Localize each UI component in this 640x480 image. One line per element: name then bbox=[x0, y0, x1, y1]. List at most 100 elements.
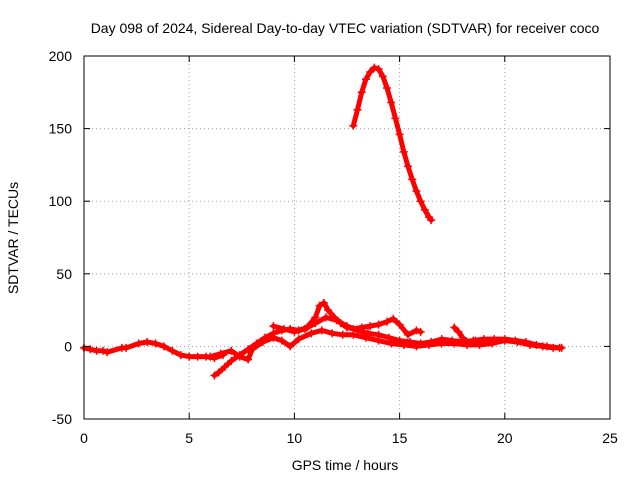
data-point bbox=[382, 83, 391, 92]
data-point bbox=[427, 338, 436, 347]
data-point bbox=[143, 338, 152, 347]
data-point bbox=[462, 338, 471, 347]
data-point bbox=[321, 313, 330, 322]
data-point bbox=[353, 326, 362, 335]
data-point bbox=[300, 324, 309, 333]
data-points bbox=[80, 63, 566, 380]
data-point bbox=[374, 330, 383, 339]
x-tick-label: 0 bbox=[80, 430, 88, 446]
data-point bbox=[521, 338, 530, 347]
data-point bbox=[416, 197, 425, 206]
data-point bbox=[427, 216, 436, 225]
data-point bbox=[370, 63, 379, 72]
data-point bbox=[277, 336, 286, 345]
data-point bbox=[387, 98, 396, 107]
data-point bbox=[220, 362, 229, 371]
data-point bbox=[416, 339, 425, 348]
data-point bbox=[349, 121, 358, 130]
data-point bbox=[151, 339, 160, 348]
data-point bbox=[290, 327, 299, 336]
data-point bbox=[408, 175, 417, 184]
data-point bbox=[248, 345, 257, 354]
data-point bbox=[357, 88, 366, 97]
data-point bbox=[511, 336, 520, 345]
data-point bbox=[366, 67, 375, 76]
y-axis-label: SDTVAR / TECUs bbox=[5, 182, 21, 294]
y-tick-label: 200 bbox=[49, 48, 73, 64]
x-tick-label: 5 bbox=[185, 430, 193, 446]
data-point bbox=[168, 346, 177, 355]
series-line bbox=[350, 65, 434, 223]
data-point bbox=[555, 343, 564, 352]
data-point bbox=[338, 330, 347, 339]
data-point bbox=[328, 329, 337, 338]
data-point bbox=[279, 324, 288, 333]
series-sat-arc-low-e bbox=[450, 323, 486, 348]
data-point bbox=[467, 339, 476, 348]
data-point bbox=[216, 349, 225, 358]
data-point bbox=[532, 340, 541, 349]
series-line bbox=[81, 339, 226, 361]
data-point bbox=[399, 147, 408, 156]
data-point bbox=[374, 65, 383, 74]
data-point bbox=[366, 322, 375, 331]
data-point bbox=[343, 322, 351, 331]
axis-ticks: 0 5 10 15 20 25 -50 0 50 100 150 200 bbox=[49, 48, 618, 446]
chart-title: Day 098 of 2024, Sidereal Day-to-day VTE… bbox=[91, 20, 600, 36]
series-sat-arc-high bbox=[349, 63, 436, 225]
data-point bbox=[159, 342, 168, 351]
data-point bbox=[416, 327, 425, 336]
y-tick-label: -50 bbox=[52, 411, 72, 427]
data-point bbox=[210, 371, 219, 380]
data-point bbox=[500, 335, 509, 344]
data-point bbox=[176, 351, 185, 360]
data-point bbox=[227, 356, 236, 365]
data-point bbox=[404, 330, 413, 339]
series-sat-arc-low-c bbox=[206, 326, 566, 364]
series-line bbox=[270, 314, 562, 351]
data-point bbox=[391, 114, 400, 123]
y-tick-label: 100 bbox=[49, 193, 73, 209]
x-tick-label: 10 bbox=[287, 430, 303, 446]
data-point bbox=[395, 130, 404, 139]
data-point bbox=[353, 105, 362, 114]
data-point bbox=[378, 72, 387, 81]
data-point bbox=[385, 333, 394, 342]
data-point bbox=[361, 75, 370, 84]
data-point bbox=[269, 322, 278, 331]
series-sat-arc-low-a bbox=[80, 338, 227, 363]
data-point bbox=[477, 338, 486, 347]
x-tick-label: 25 bbox=[602, 430, 618, 446]
data-point bbox=[317, 326, 326, 335]
data-point bbox=[471, 336, 480, 345]
data-point bbox=[395, 320, 404, 329]
data-point bbox=[98, 346, 107, 355]
x-tick-label: 20 bbox=[497, 430, 513, 446]
data-point bbox=[227, 346, 236, 355]
data-point bbox=[286, 342, 295, 351]
y-tick-label: 150 bbox=[49, 121, 73, 137]
data-point bbox=[244, 355, 253, 364]
data-point bbox=[103, 348, 112, 357]
data-point bbox=[450, 323, 459, 332]
data-point bbox=[374, 320, 383, 329]
data-point bbox=[185, 352, 194, 361]
x-tick-label: 15 bbox=[392, 430, 408, 446]
data-point bbox=[389, 314, 398, 323]
data-point bbox=[134, 339, 143, 348]
series-sat-arc-low-d bbox=[269, 313, 564, 352]
data-point bbox=[332, 316, 341, 325]
data-point bbox=[454, 327, 463, 336]
data-point bbox=[542, 342, 551, 351]
plot-border bbox=[83, 55, 611, 420]
data-point bbox=[490, 335, 499, 344]
data-point bbox=[364, 329, 373, 338]
y-tick-label: 50 bbox=[56, 266, 72, 282]
data-point bbox=[437, 335, 446, 344]
data-point bbox=[206, 352, 215, 361]
data-point bbox=[448, 336, 457, 345]
data-point bbox=[319, 298, 328, 307]
data-point bbox=[235, 352, 244, 361]
data-point bbox=[324, 306, 333, 315]
